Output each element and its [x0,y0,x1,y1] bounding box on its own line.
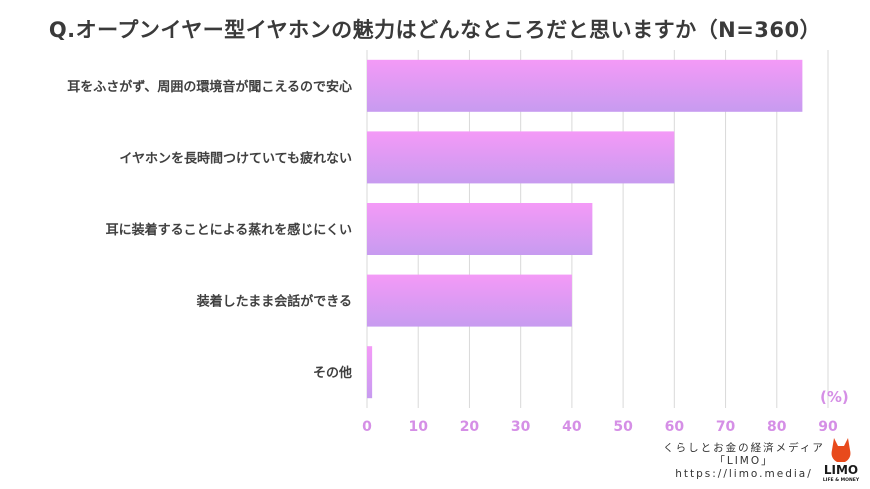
logo-text: LIMO [824,463,858,477]
bar [367,274,572,327]
x-tick-label: 80 [767,419,787,435]
bar [367,346,373,399]
chart-title: Q.オープンイヤー型イヤホンの魅力はどんなところだと思いますか（N=360） [48,18,822,42]
x-tick-label: 50 [613,419,633,435]
category-label: イヤホンを長時間つけていても疲れない [119,150,352,166]
logo-subtext: LIFE & MONEY [823,477,860,483]
bars [367,59,803,399]
x-tick-label: 60 [665,419,685,435]
bar [367,203,593,255]
category-label: その他 [313,365,352,381]
brand-name: 「LIMO」 [714,455,774,467]
brand-tagline: くらしとお金の経済メディア [663,442,825,454]
category-labels: 耳をふさがず、周囲の環境音が聞こえるので安心イヤホンを長時間つけていても疲れない… [67,79,352,381]
fox-icon [831,438,851,462]
category-label: 耳に装着することによる蒸れを感じにくい [106,222,352,238]
x-tick-label: 30 [511,419,531,435]
x-tick-labels: 0 10 20 30 40 50 60 70 80 90 [362,419,838,435]
unit-label: (%) [820,388,849,406]
x-tick-label: 70 [716,419,736,435]
limo-logo: LIMO LIFE & MONEY [823,438,860,483]
bar [367,131,675,184]
x-tick-label: 0 [362,419,372,435]
x-tick-label: 20 [460,419,480,435]
x-tick-label: 90 [818,419,838,435]
brand-url: https://limo.media/ [675,468,813,480]
category-label: 装着したまま会話ができる [196,294,352,310]
branding: くらしとお金の経済メディア 「LIMO」 https://limo.media/… [630,438,870,489]
bar [367,59,803,112]
category-label: 耳をふさがず、周囲の環境音が聞こえるので安心 [67,79,352,95]
x-tick-label: 10 [408,419,428,435]
x-tick-label: 40 [562,419,582,435]
